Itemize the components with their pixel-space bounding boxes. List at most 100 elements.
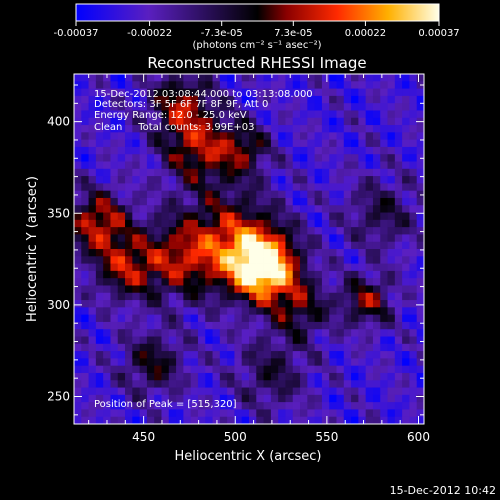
heatmap-cell xyxy=(358,212,367,221)
heatmap-cell xyxy=(227,212,235,221)
heatmap-cell xyxy=(256,256,264,264)
heatmap-cell xyxy=(154,358,162,367)
heatmap-cell xyxy=(278,380,286,388)
heatmap-cell xyxy=(329,300,337,308)
heatmap-cell xyxy=(394,314,403,323)
heatmap-cell xyxy=(343,88,352,97)
heatmap-cell xyxy=(358,74,367,82)
heatmap-cell xyxy=(321,351,330,359)
heatmap-cell xyxy=(263,307,272,316)
heatmap-cell xyxy=(183,74,192,82)
heatmap-cell xyxy=(205,409,213,418)
heatmap-cell xyxy=(241,161,250,170)
heatmap-cell xyxy=(402,227,410,235)
heatmap-cell xyxy=(168,154,177,162)
heatmap-cell xyxy=(372,380,381,388)
heatmap-cell xyxy=(219,117,228,126)
heatmap-cell xyxy=(307,190,316,199)
heatmap-cell xyxy=(219,307,228,316)
heatmap-cell xyxy=(241,307,250,316)
heatmap-cell xyxy=(161,263,170,272)
heatmap-cell xyxy=(372,154,381,162)
heatmap-cell xyxy=(314,190,323,199)
heatmap-cell xyxy=(74,270,82,279)
heatmap-cell xyxy=(117,329,126,337)
heatmap-cell xyxy=(372,409,381,418)
heatmap-cell xyxy=(139,387,148,396)
heatmap-cell xyxy=(146,307,155,316)
heatmap-cell xyxy=(285,95,294,104)
heatmap-cell xyxy=(249,205,257,213)
heatmap-cell xyxy=(278,132,286,141)
heatmap-cell xyxy=(365,125,374,133)
heatmap-cell xyxy=(132,103,141,111)
heatmap-cell xyxy=(307,307,316,316)
heatmap-cell xyxy=(81,292,89,301)
heatmap-cell xyxy=(190,365,199,374)
heatmap-cell xyxy=(234,372,243,381)
heatmap-cell xyxy=(387,146,396,155)
heatmap-cell xyxy=(241,146,250,155)
heatmap-cell xyxy=(256,285,264,294)
heatmap-cell xyxy=(146,365,155,374)
heatmap-cell xyxy=(263,409,272,418)
heatmap-cell xyxy=(307,358,316,367)
heatmap-cell xyxy=(263,176,272,184)
heatmap-cell xyxy=(409,292,418,301)
heatmap-cell xyxy=(416,176,425,184)
heatmap-cell xyxy=(227,394,235,403)
heatmap-cell xyxy=(176,212,184,221)
heatmap-cell xyxy=(263,241,272,250)
heatmap-cell xyxy=(125,263,133,272)
heatmap-cell xyxy=(241,409,250,418)
heatmap-cell xyxy=(234,402,243,410)
heatmap-cell xyxy=(88,110,97,119)
heatmap-cell xyxy=(249,183,257,192)
heatmap-cell xyxy=(300,249,308,257)
heatmap-cell xyxy=(154,197,162,206)
heatmap-cell xyxy=(74,139,82,148)
heatmap-cell xyxy=(146,125,155,133)
heatmap-cell xyxy=(168,139,177,148)
heatmap-cell xyxy=(300,212,308,221)
heatmap-cell xyxy=(270,176,279,184)
heatmap-cell xyxy=(336,117,345,126)
heatmap-cell xyxy=(139,103,148,111)
heatmap-cell xyxy=(402,234,410,243)
heatmap-cell xyxy=(321,329,330,337)
heatmap-cell xyxy=(117,81,126,89)
heatmap-cell xyxy=(125,314,133,323)
heatmap-cell xyxy=(358,227,367,235)
heatmap-cell xyxy=(168,241,177,250)
heatmap-cell xyxy=(321,241,330,250)
heatmap-cell xyxy=(241,241,250,250)
heatmap-cell xyxy=(88,234,97,243)
heatmap-cell xyxy=(409,176,418,184)
heatmap-cell xyxy=(176,300,184,308)
heatmap-cell xyxy=(343,292,352,301)
heatmap-cell xyxy=(336,154,345,162)
heatmap-cell xyxy=(351,300,359,308)
heatmap-cell xyxy=(161,241,170,250)
heatmap-cell xyxy=(197,241,206,250)
heatmap-cell xyxy=(227,146,235,155)
heatmap-cell xyxy=(81,351,89,359)
heatmap-cell xyxy=(146,321,155,330)
heatmap-cell xyxy=(117,241,126,250)
heatmap-cell xyxy=(168,219,177,228)
heatmap-cell xyxy=(95,197,104,206)
heatmap-cell xyxy=(81,278,89,286)
heatmap-cell xyxy=(168,314,177,323)
heatmap-cell xyxy=(154,110,162,119)
heatmap-cell xyxy=(285,336,294,345)
heatmap-cell xyxy=(314,219,323,228)
heatmap-cell xyxy=(125,183,133,192)
heatmap-cell xyxy=(81,270,89,279)
heatmap-cell xyxy=(234,409,243,418)
heatmap-cell xyxy=(146,241,155,250)
heatmap-cell xyxy=(212,227,221,235)
heatmap-cell xyxy=(300,146,308,155)
heatmap-cell xyxy=(190,168,199,177)
heatmap-cell xyxy=(117,292,126,301)
heatmap-cell xyxy=(387,234,396,243)
